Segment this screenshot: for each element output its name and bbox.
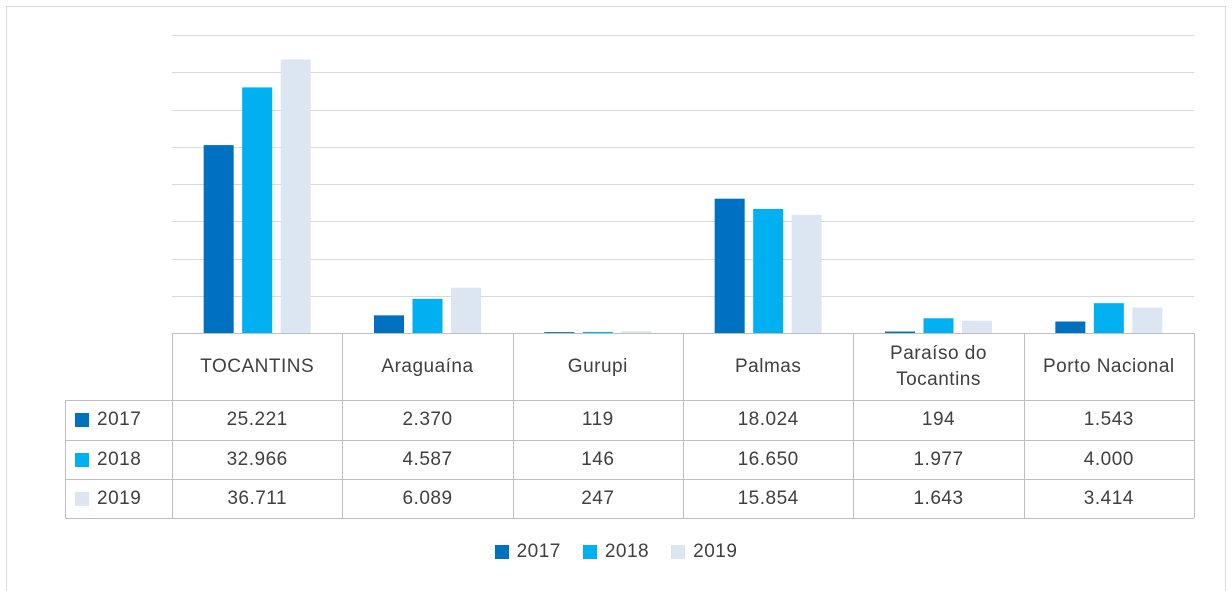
legend-swatch: [75, 452, 89, 467]
bar: [582, 331, 613, 333]
table-series-key: 2018: [75, 440, 141, 479]
data-label: 3.414: [1083, 487, 1134, 509]
bar: [791, 214, 822, 333]
legend-item: 2017: [494, 538, 561, 566]
legend-label: 2019: [693, 541, 738, 562]
category-label: Araguaína: [381, 355, 474, 377]
bar: [544, 332, 575, 333]
bar: [451, 287, 481, 333]
category-label: Palmas: [734, 355, 802, 377]
table-series-key: 2017: [75, 400, 141, 440]
legend-item: 2018: [582, 538, 650, 566]
data-label: 119: [581, 409, 614, 430]
data-label: 194: [921, 409, 956, 430]
legend: 2017 2018 2019: [0, 538, 1232, 566]
series-name: 2018: [97, 448, 142, 470]
data-label: 1.977: [913, 448, 964, 470]
data-label: 16.650: [737, 448, 799, 470]
bar: [1093, 303, 1124, 333]
bar: [1132, 307, 1163, 333]
bar: [753, 208, 784, 333]
category-label: Paraíso do Tocantins: [890, 342, 987, 390]
legend-swatch: [494, 545, 509, 559]
legend-swatch: [75, 413, 89, 427]
bar: [1055, 321, 1086, 333]
bar: [242, 87, 273, 334]
chart-border: [6, 6, 1226, 591]
data-label: 25.221: [226, 409, 288, 430]
legend-swatch: [582, 545, 597, 559]
data-label: 6.089: [402, 487, 453, 509]
bar: [962, 320, 992, 333]
data-label: 36.711: [227, 487, 288, 509]
data-label: 1.643: [913, 487, 964, 509]
data-label: 1.543: [1083, 409, 1134, 430]
data-label: 32.966: [226, 448, 288, 470]
category-label: Gurupi: [567, 355, 628, 377]
legend-label: 2018: [604, 541, 650, 562]
bar: [885, 331, 915, 333]
series-name: 2017: [97, 409, 142, 430]
legend-item: 2019: [671, 538, 737, 566]
data-label: 247: [581, 487, 615, 509]
legend-swatch: [75, 491, 89, 506]
series-name: 2019: [97, 487, 142, 509]
data-label: 2.370: [402, 409, 453, 430]
data-label: 146: [581, 448, 615, 470]
legend-label: 2017: [516, 541, 561, 562]
bar: [374, 315, 404, 333]
category-label: Porto Nacional: [1043, 355, 1175, 377]
data-label: 18.024: [737, 409, 799, 430]
data-label: 4.000: [1083, 448, 1134, 470]
bar: [203, 145, 234, 333]
bar: [923, 318, 954, 333]
bar: [621, 331, 652, 333]
bar: [412, 298, 443, 333]
table-series-key: 2019: [75, 479, 141, 518]
category-label: TOCANTINS: [200, 355, 315, 377]
data-label: 15.854: [737, 487, 799, 509]
legend-swatch: [671, 545, 686, 559]
data-label: 4.587: [402, 448, 453, 470]
bar: [280, 59, 311, 333]
bar: [714, 198, 745, 333]
